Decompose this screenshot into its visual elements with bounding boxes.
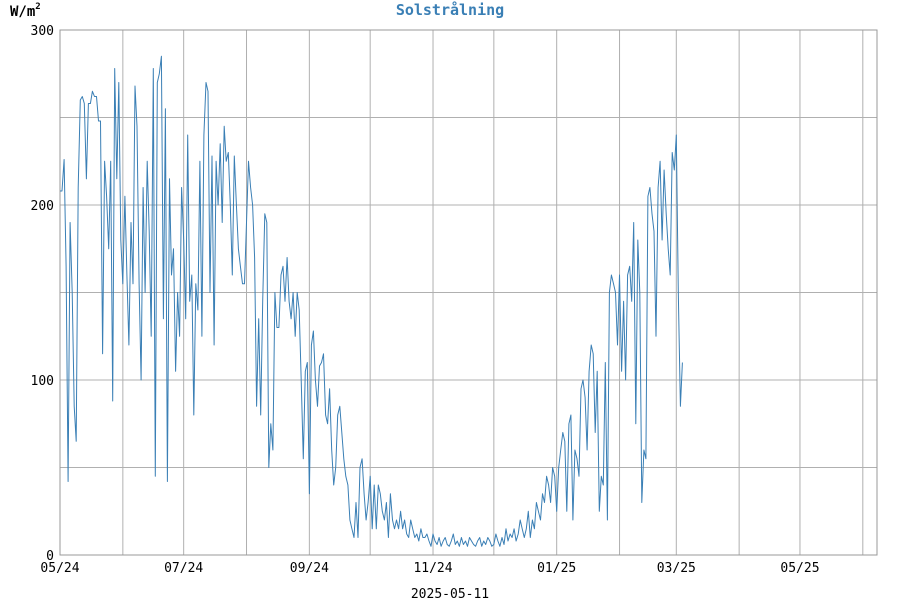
series-line <box>60 55 683 547</box>
x-tick-label: 05/24 <box>40 561 79 576</box>
chart-title: Solstrålning <box>396 1 504 19</box>
y-tick-label: 200 <box>31 199 54 214</box>
x-tick-label: 03/25 <box>657 561 696 576</box>
y-tick-label: 0 <box>46 549 54 564</box>
series-layer <box>60 55 683 547</box>
y-tick-label: 100 <box>31 374 54 389</box>
y-axis-unit-label: W/m2 <box>10 2 41 20</box>
y-axis-unit-superscript: 2 <box>35 2 40 12</box>
x-tick-labels: 05/24 07/24 09/24 11/24 01/25 03/25 05/25 <box>40 561 819 576</box>
x-tick-label: 01/25 <box>537 561 576 576</box>
y-tick-label: 300 <box>31 24 54 39</box>
x-tick-label: 11/24 <box>413 561 452 576</box>
x-tick-label: 05/25 <box>780 561 819 576</box>
x-tick-label: 07/24 <box>164 561 203 576</box>
footer-date: 2025-05-11 <box>411 587 489 600</box>
plot-area-border <box>59 29 878 556</box>
x-tick-label: 09/24 <box>290 561 329 576</box>
y-tick-labels: 0 100 200 300 <box>31 24 54 564</box>
grid <box>60 29 877 556</box>
y-axis-unit: W/m <box>10 4 35 20</box>
